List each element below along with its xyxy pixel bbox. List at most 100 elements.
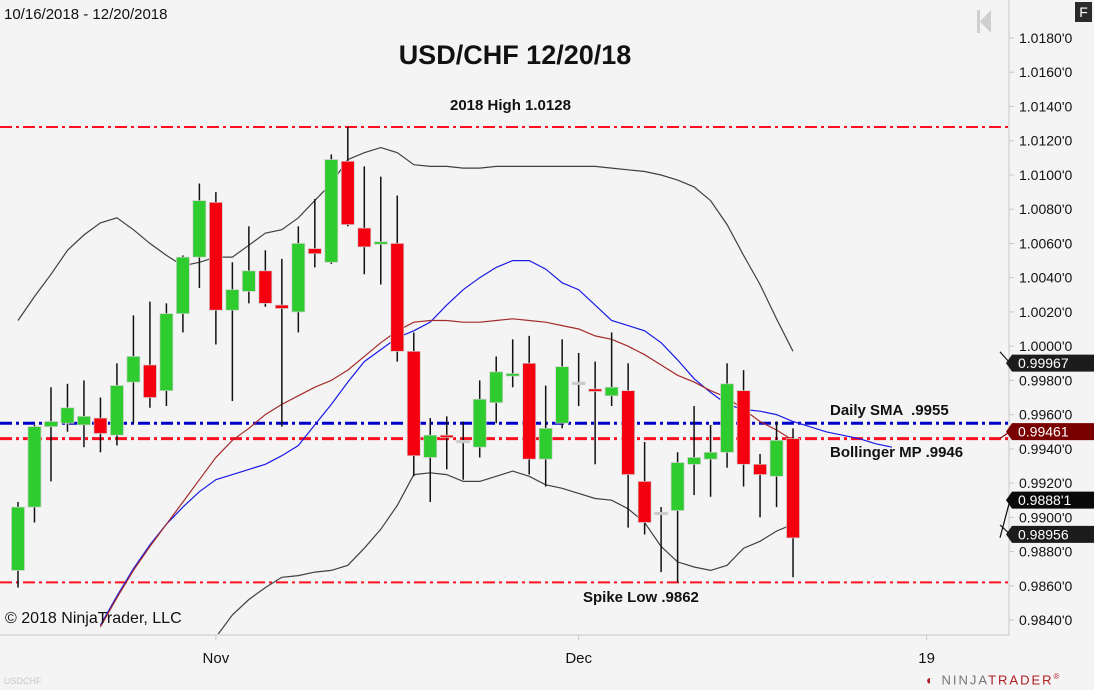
candle[interactable]: [489, 356, 504, 424]
candle[interactable]: [571, 353, 586, 407]
candle[interactable]: [209, 192, 223, 345]
level-label-daily-sma: Daily SMA .9955: [830, 402, 949, 419]
y-tick-label: 0.9920'0: [1019, 475, 1072, 491]
candle-body: [126, 356, 141, 383]
y-tick-label: 1.0180'0: [1019, 30, 1072, 46]
upper-band-line: [17, 146, 794, 352]
candle[interactable]: [439, 416, 454, 470]
candle[interactable]: [604, 332, 619, 407]
candle-body: [44, 421, 58, 427]
candle[interactable]: [93, 397, 108, 453]
y-tick-label: 0.9880'0: [1019, 544, 1072, 560]
candle-body: [242, 270, 256, 292]
candle[interactable]: [11, 501, 25, 588]
candle-body: [621, 390, 635, 475]
f-button[interactable]: F: [1075, 2, 1092, 22]
candle[interactable]: [390, 195, 405, 362]
candle-body: [274, 304, 289, 309]
candle-body: [60, 407, 75, 424]
candle[interactable]: [555, 339, 570, 429]
y-tick-label: 1.0000'0: [1019, 338, 1072, 354]
candle[interactable]: [522, 335, 537, 475]
candle[interactable]: [110, 363, 124, 446]
candle[interactable]: [406, 332, 421, 477]
candle[interactable]: [538, 385, 553, 487]
candle-body: [637, 481, 652, 523]
candle[interactable]: [456, 421, 471, 480]
candle[interactable]: [192, 183, 207, 288]
candle[interactable]: [159, 303, 174, 407]
candle[interactable]: [291, 226, 306, 333]
middle-band-line: [99, 318, 794, 628]
candle-body: [373, 241, 388, 245]
y-tick-label: 0.9900'0: [1019, 509, 1072, 525]
scroll-to-start-icon[interactable]: [977, 10, 991, 33]
candle[interactable]: [423, 418, 438, 502]
candle-body: [258, 270, 273, 304]
sma-line: [99, 260, 893, 626]
candle[interactable]: [472, 380, 487, 458]
candle[interactable]: [77, 380, 91, 448]
candle[interactable]: [373, 176, 388, 285]
candle[interactable]: [225, 262, 240, 401]
level-label-spike-low: Spike Low .9862: [583, 589, 699, 606]
candle-body: [654, 511, 668, 516]
candle-body: [456, 439, 471, 444]
logo-icon: ◐: [926, 672, 936, 688]
candle[interactable]: [621, 363, 635, 528]
candle[interactable]: [60, 383, 75, 432]
candle[interactable]: [307, 198, 322, 268]
candle-body: [11, 506, 25, 571]
candle[interactable]: [505, 339, 520, 388]
candle[interactable]: [670, 452, 685, 583]
price-marker-flag: [1006, 491, 1094, 509]
price-marker-label: 0.99461: [1018, 424, 1069, 440]
candle-body: [159, 313, 174, 392]
candle[interactable]: [258, 250, 273, 307]
price-marker-leader: [999, 499, 1011, 538]
candle-body: [324, 159, 339, 263]
y-tick-label: 0.9840'0: [1019, 612, 1072, 628]
candle[interactable]: [654, 507, 668, 573]
candle-body: [390, 243, 405, 352]
candle[interactable]: [126, 315, 141, 424]
y-tick-label: 1.0020'0: [1019, 304, 1072, 320]
y-tick-label: 0.9980'0: [1019, 372, 1072, 388]
y-tick-label: 0.9860'0: [1019, 578, 1072, 594]
candle[interactable]: [769, 421, 784, 508]
candle[interactable]: [27, 424, 42, 523]
y-tick-label: 1.0120'0: [1019, 133, 1072, 149]
y-tick-label: 0.9960'0: [1019, 407, 1072, 423]
candle[interactable]: [753, 454, 767, 518]
candle[interactable]: [242, 226, 256, 304]
price-marker-flag: [1006, 354, 1094, 372]
candle[interactable]: [637, 442, 652, 535]
candle[interactable]: [736, 370, 751, 487]
candle[interactable]: [44, 387, 58, 482]
candle[interactable]: [588, 361, 603, 465]
candle[interactable]: [703, 424, 718, 497]
candle[interactable]: [340, 127, 355, 227]
candle-body: [291, 243, 306, 313]
candle-body: [307, 248, 322, 255]
price-marker-label: 0.99967: [1018, 355, 1069, 371]
lower-band-line: [217, 470, 794, 634]
candle-body: [439, 434, 454, 439]
candle-body: [406, 350, 421, 457]
candle-body: [720, 383, 734, 453]
candle[interactable]: [786, 428, 800, 578]
ninjatrader-logo: ◐ NINJATRADER®: [926, 672, 1062, 688]
candle[interactable]: [176, 255, 190, 333]
candle[interactable]: [720, 363, 734, 468]
x-tick-label: Nov: [203, 650, 230, 667]
candle[interactable]: [357, 166, 372, 275]
candle-body: [423, 434, 438, 458]
candle[interactable]: [687, 406, 701, 496]
price-marker: 0.9888'1: [999, 491, 1094, 538]
candle-body: [555, 366, 570, 424]
y-tick-label: 0.9940'0: [1019, 441, 1072, 457]
candle[interactable]: [274, 258, 289, 427]
candle[interactable]: [324, 154, 339, 264]
candle[interactable]: [143, 301, 157, 408]
